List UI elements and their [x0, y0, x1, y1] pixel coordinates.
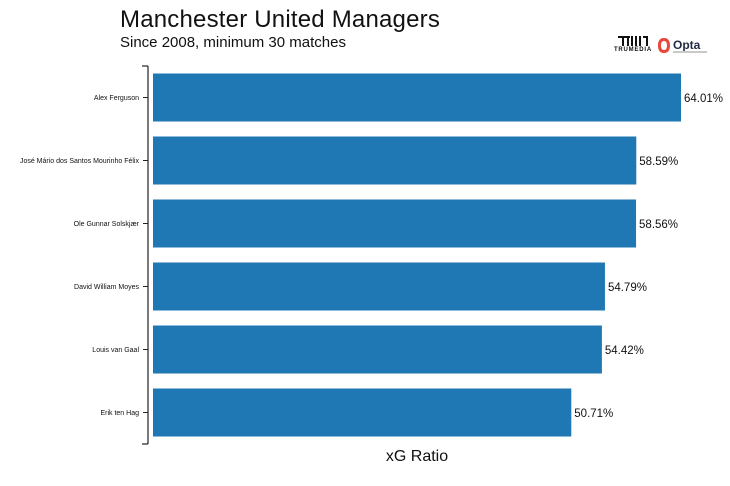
data-label: 64.01% — [684, 93, 723, 105]
x-axis-label: xG Ratio — [385, 448, 449, 465]
y-tick-label: José Mário dos Santos Mourinho Félix — [20, 158, 140, 165]
opta-logo: Opta — [657, 37, 709, 55]
data-label: 58.56% — [639, 219, 678, 231]
opta-logo-text: Opta — [673, 38, 701, 52]
bar — [153, 73, 681, 122]
trumedia-logo-icon — [618, 36, 648, 46]
data-label: 58.59% — [639, 156, 678, 168]
data-label: 54.42% — [605, 345, 644, 357]
opta-logo-tagline — [673, 51, 707, 53]
bar — [153, 325, 602, 374]
y-tick-label: Alex Ferguson — [94, 95, 139, 102]
opta-logo-icon — [658, 38, 670, 53]
trumedia-logo: TRUMEDIA — [612, 36, 654, 56]
chart-subtitle: Since 2008, minimum 30 matches — [120, 34, 346, 51]
chart-title: Manchester United Managers — [120, 6, 441, 33]
bar — [153, 262, 605, 311]
data-label: 54.79% — [608, 282, 647, 294]
data-label: 50.71% — [574, 408, 613, 420]
y-tick-label: David William Moyes — [74, 284, 139, 291]
y-tick-label: Louis van Gaal — [92, 347, 139, 354]
bar — [153, 199, 637, 248]
y-tick-label: Erik ten Hag — [100, 410, 139, 417]
bar — [153, 388, 572, 437]
y-tick-label: Ole Gunnar Solskjær — [74, 221, 140, 228]
trumedia-logo-text: TRUMEDIA — [613, 47, 653, 53]
bar — [153, 136, 637, 185]
